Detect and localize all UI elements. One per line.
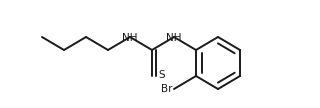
Text: NH: NH: [166, 33, 182, 43]
Text: NH: NH: [122, 33, 138, 43]
Text: S: S: [158, 70, 164, 80]
Text: Br: Br: [161, 84, 172, 94]
